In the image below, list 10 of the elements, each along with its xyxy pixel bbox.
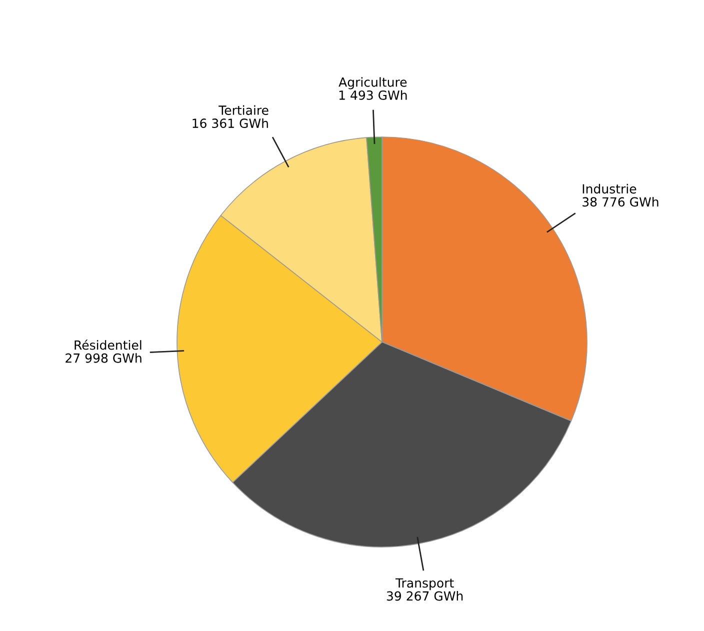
slice-label: Transport	[395, 578, 454, 590]
data-label: 38 776 GWh	[582, 196, 658, 207]
data-label: 16 361 GWh	[192, 118, 268, 128]
data-label: 1 493 GWh	[339, 90, 407, 100]
data-label: 27 998 GWh	[66, 353, 142, 363]
data-label: 39 267 GWh	[386, 591, 463, 601]
slice-label: Tertiaire	[218, 105, 268, 115]
slice-label: Résidentiel	[74, 340, 142, 350]
slice-label: Industrie	[582, 184, 636, 194]
slice-label: Agriculture	[338, 77, 407, 90]
